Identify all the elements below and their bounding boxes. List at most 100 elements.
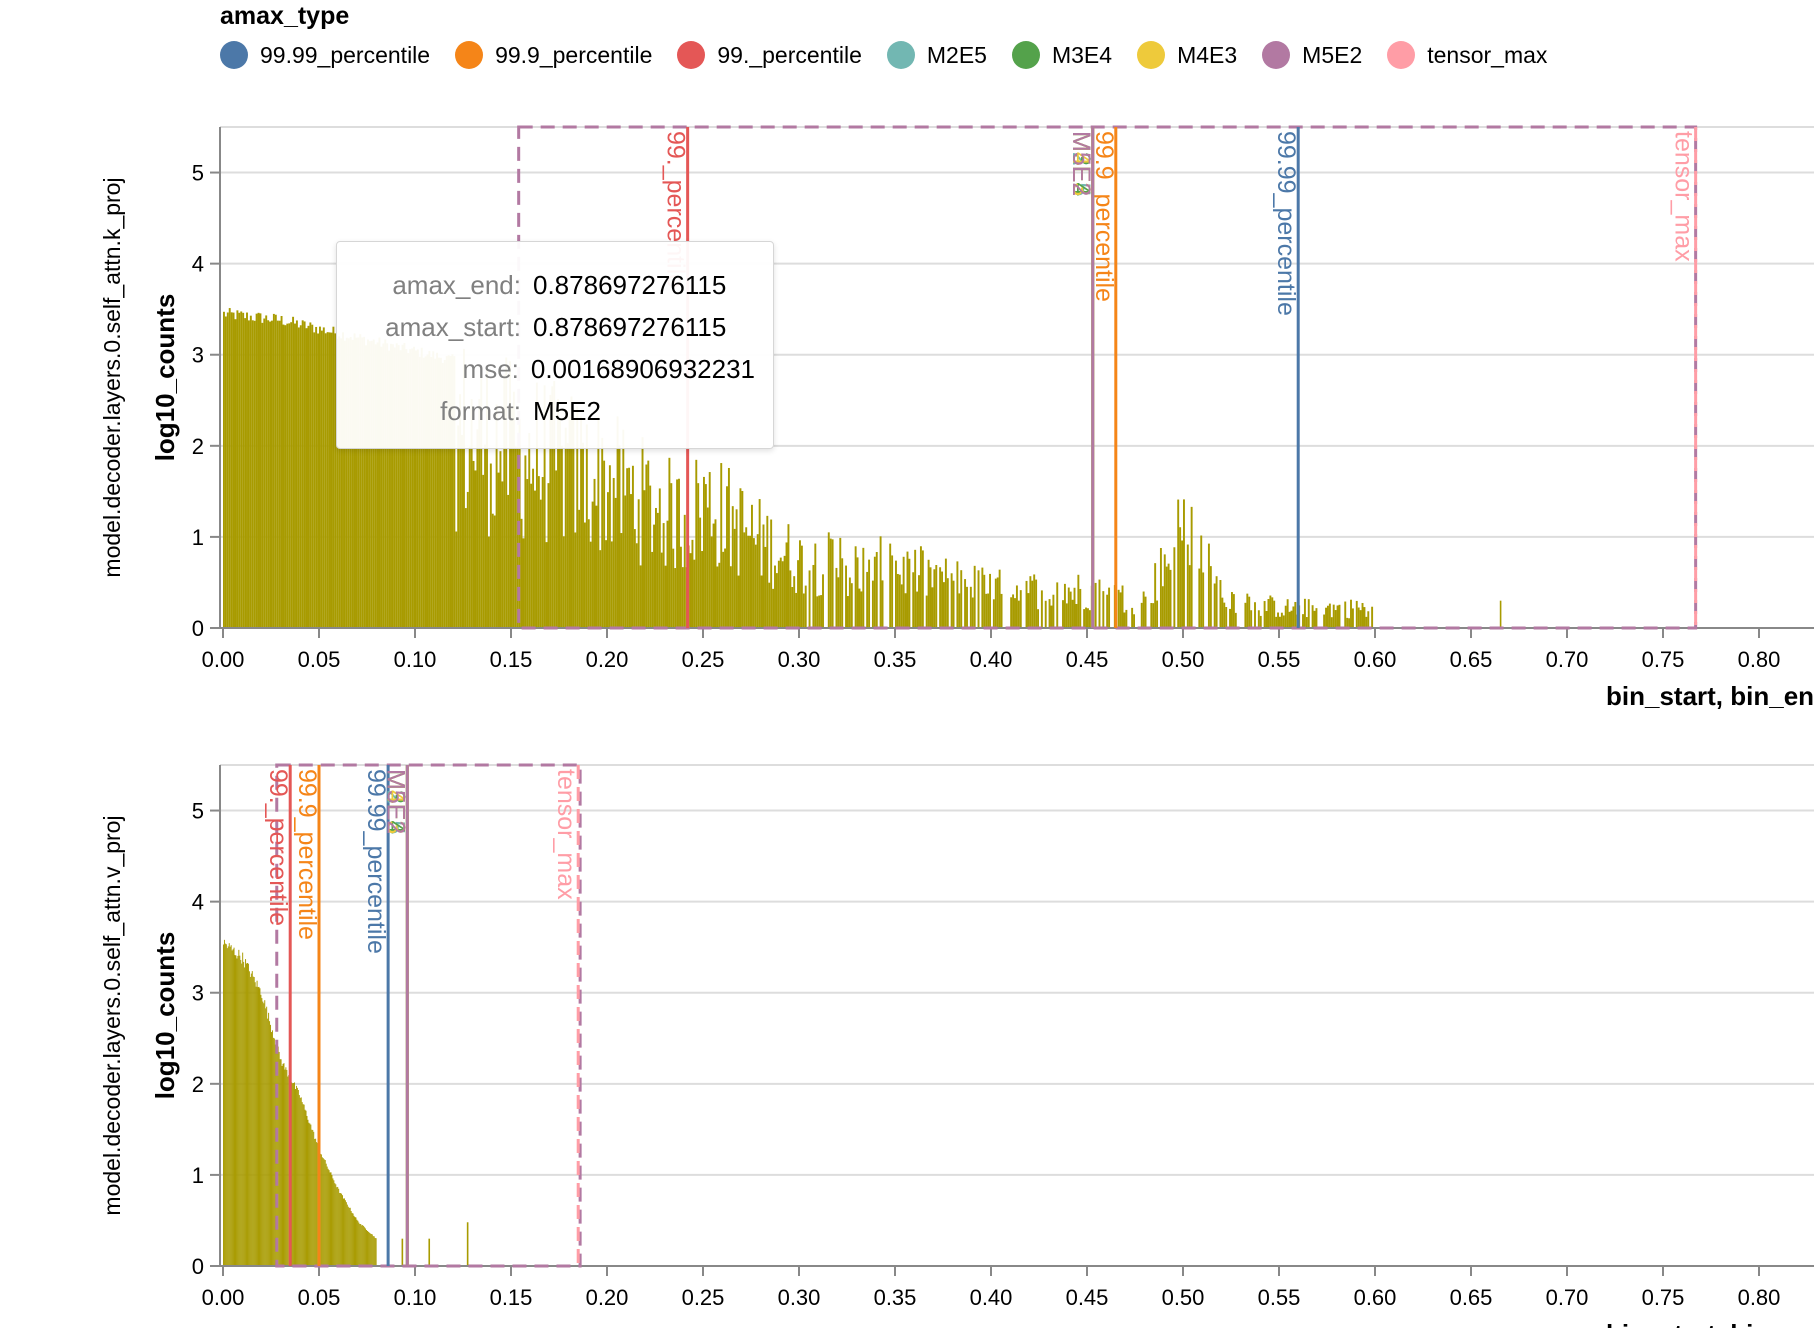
tooltip-value: 0.878697276115 <box>533 312 727 342</box>
histogram-bar <box>307 325 310 628</box>
histogram-bar <box>854 546 857 628</box>
legend-swatch <box>1262 41 1291 69</box>
histogram-bar <box>238 949 240 1266</box>
histogram-bar <box>656 512 659 628</box>
histogram-bar <box>315 326 318 628</box>
histogram-bar <box>752 538 755 628</box>
amax-label: M3E4 <box>1067 131 1095 196</box>
histogram-bar <box>244 318 247 628</box>
histogram-bar <box>1277 612 1279 628</box>
amax-label: M2E5 <box>1067 131 1095 196</box>
legend-item[interactable]: 99.99_percentile <box>220 41 430 69</box>
histogram-bar <box>699 517 702 628</box>
histogram-bar <box>245 959 247 1266</box>
histogram-bar <box>720 463 723 628</box>
histogram-bar <box>351 339 354 628</box>
histogram-bar <box>1035 579 1038 628</box>
legend-label: tensor_max <box>1427 41 1548 68</box>
histogram-bar <box>866 571 869 628</box>
histogram-bar <box>1346 617 1349 628</box>
histogram-bar <box>290 322 293 628</box>
histogram-bar <box>249 976 251 1266</box>
legend-item[interactable]: tensor_max <box>1387 41 1547 69</box>
histogram-bar <box>802 593 805 628</box>
histogram-bar <box>445 356 448 628</box>
histogram-bar <box>706 507 709 628</box>
histogram-bar <box>1311 605 1314 628</box>
histogram-bar <box>935 564 938 628</box>
histogram-bar <box>1163 554 1166 628</box>
legend-item[interactable]: M3E4 <box>1011 41 1112 69</box>
histogram-bar <box>298 1095 300 1266</box>
histogram-bar <box>484 444 487 628</box>
histogram-bar <box>361 337 364 628</box>
histogram-bar <box>263 1003 265 1266</box>
histogram-bar <box>428 350 431 628</box>
histogram-bar <box>258 986 260 1266</box>
legend-swatch <box>455 41 484 69</box>
histogram-bar <box>1365 616 1368 628</box>
legend-label: 99.9_percentile <box>495 41 653 68</box>
histogram-bar <box>501 481 504 628</box>
histogram-bar <box>1292 606 1295 628</box>
histogram-bar <box>384 339 387 628</box>
histogram-bar <box>816 596 819 628</box>
histogram-bar <box>273 1038 275 1266</box>
histogram-bar <box>1102 591 1105 628</box>
histogram-bar <box>1215 576 1218 628</box>
legend: amax_type 99.99_percentile 99.9_percentil… <box>220 2 1780 69</box>
histogram-bar <box>255 986 257 1266</box>
histogram-bar <box>416 349 419 628</box>
histogram-bar <box>230 945 232 1266</box>
legend-item[interactable]: 99._percentile <box>677 41 862 69</box>
histogram-bar <box>1363 607 1366 628</box>
histogram-bar <box>643 490 646 628</box>
histogram-bar <box>1029 576 1032 628</box>
histogram-bar <box>1033 574 1036 628</box>
histogram-bar <box>610 541 613 628</box>
histogram-bar <box>737 575 740 628</box>
x-tick-label: 0.50 <box>1162 647 1205 672</box>
histogram-bar <box>1334 610 1337 628</box>
histogram-bar <box>234 955 236 1266</box>
histogram-bar <box>436 352 439 628</box>
histogram-bar <box>589 541 592 628</box>
chart-panel-1: 0 1 2 3 4 5 0.00 0.05 0.10 0.15 0.20 0.25 0.30 0.35 0.… <box>99 125 1814 711</box>
histogram-bar <box>1271 597 1274 628</box>
tooltip-key: amax_start: <box>385 312 521 342</box>
histogram-bar <box>896 573 899 628</box>
y-tick-label: 1 <box>192 525 204 550</box>
histogram-bar <box>342 332 344 628</box>
legend-item[interactable]: M5E2 <box>1262 41 1362 69</box>
histogram-bar <box>495 404 498 628</box>
histogram-bar <box>929 567 932 628</box>
histogram-bar <box>373 1236 375 1266</box>
histogram-bar <box>902 556 905 628</box>
histogram-bar <box>716 566 719 628</box>
histogram-bar <box>564 427 567 628</box>
histogram-bar <box>447 355 450 628</box>
histogram-bar <box>727 467 730 628</box>
amax-label: 99.9_percentile <box>293 769 321 940</box>
legend-item[interactable]: M4E3 <box>1137 41 1237 69</box>
histogram-bar <box>303 1104 305 1266</box>
histogram-bar <box>299 325 302 628</box>
histogram-bar <box>1359 610 1362 628</box>
histogram-bar <box>1183 499 1185 628</box>
histogram-bar <box>1144 596 1147 628</box>
histogram-bar <box>286 323 289 628</box>
histogram-bar <box>287 1076 289 1266</box>
histogram-bar <box>633 529 636 628</box>
histogram-bar <box>562 536 565 628</box>
histogram-bar <box>635 543 638 628</box>
legend-item[interactable]: M2E5 <box>886 41 987 69</box>
histogram-bar <box>858 588 861 628</box>
histogram-bar <box>316 1142 318 1266</box>
x-tick-label: 0.60 <box>1354 647 1397 672</box>
histogram-bar <box>348 1207 350 1266</box>
histogram-bar <box>244 967 246 1266</box>
histogram-bar <box>1284 605 1287 628</box>
legend-item[interactable]: 99.9_percentile <box>455 41 652 69</box>
histogram-bar <box>368 341 371 628</box>
histogram-bar <box>497 472 500 628</box>
